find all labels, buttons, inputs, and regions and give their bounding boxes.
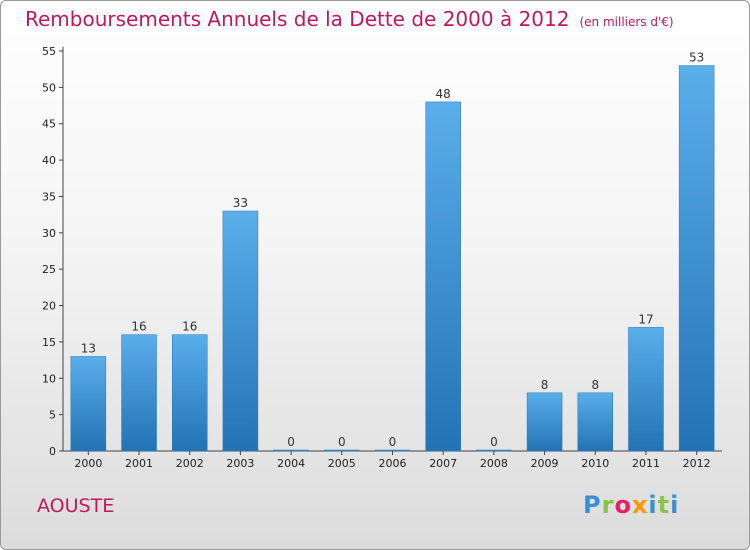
x-tick-label: 2010 [581, 457, 609, 470]
y-tick-label: 40 [42, 154, 56, 167]
bar-value-label: 48 [436, 87, 451, 101]
bar-value-label: 16 [131, 320, 146, 334]
y-tick-label: 45 [42, 118, 56, 131]
y-tick-label: 15 [42, 336, 56, 349]
y-tick-label: 50 [42, 81, 56, 94]
bar-value-label: 33 [233, 196, 248, 210]
x-tick-label: 2001 [125, 457, 153, 470]
logo-letter: r [601, 491, 615, 519]
bar-value-label: 0 [490, 435, 498, 449]
bar [526, 392, 563, 452]
bar [324, 449, 360, 452]
logo-letter: P [583, 491, 602, 519]
bar-value-label: 0 [338, 435, 346, 449]
bar-value-label: 8 [591, 378, 599, 392]
y-tick-label: 25 [42, 263, 56, 276]
x-tick-label: 2012 [683, 457, 711, 470]
bar [171, 334, 208, 452]
x-tick-label: 2000 [74, 457, 102, 470]
bar-value-label: 13 [81, 341, 96, 355]
bar [121, 334, 157, 452]
x-tick-label: 2007 [429, 457, 457, 470]
chart-subtitle: (en milliers d'€) [579, 15, 674, 29]
town-name: AOUSTE [37, 495, 115, 517]
logo-letter: o [614, 491, 632, 519]
bar [476, 449, 512, 452]
bar [222, 210, 259, 452]
y-tick-label: 20 [42, 300, 56, 313]
y-tick-label: 55 [42, 45, 56, 58]
x-tick-label: 2011 [632, 457, 660, 470]
logo-letter: t [657, 491, 671, 519]
chart-title: Remboursements Annuels de la Dette de 20… [25, 7, 570, 31]
bar-value-label: 8 [541, 378, 549, 392]
x-tick-label: 2004 [277, 457, 305, 470]
y-tick-label: 0 [49, 445, 56, 458]
bar-value-label: 53 [689, 51, 704, 65]
logo-letter: x [631, 491, 649, 519]
logo-letter: i [670, 491, 680, 519]
bar-value-label: 17 [638, 312, 653, 326]
x-tick-label: 2008 [480, 457, 508, 470]
y-tick-label: 5 [49, 409, 56, 422]
bar [425, 101, 461, 452]
x-tick-label: 2009 [531, 457, 559, 470]
y-tick-label: 10 [42, 372, 56, 385]
x-tick-label: 2005 [328, 457, 356, 470]
x-tick-label: 2003 [226, 457, 254, 470]
bar-value-label: 16 [182, 320, 197, 334]
y-tick-label: 30 [42, 227, 56, 240]
bar [678, 65, 715, 452]
bar [273, 449, 309, 452]
chart-title-row: Remboursements Annuels de la Dette de 20… [25, 7, 674, 31]
y-tick-label: 35 [42, 190, 56, 203]
bar [374, 449, 411, 452]
bar-value-label: 0 [389, 435, 397, 449]
bar-value-label: 0 [287, 435, 295, 449]
bar [577, 392, 614, 452]
x-tick-label: 2002 [176, 457, 204, 470]
bar [628, 327, 664, 452]
logo-letter: i [648, 491, 658, 519]
bar [70, 356, 107, 452]
x-tick-label: 2006 [379, 457, 407, 470]
proxiti-logo: Proxiti [583, 491, 679, 519]
